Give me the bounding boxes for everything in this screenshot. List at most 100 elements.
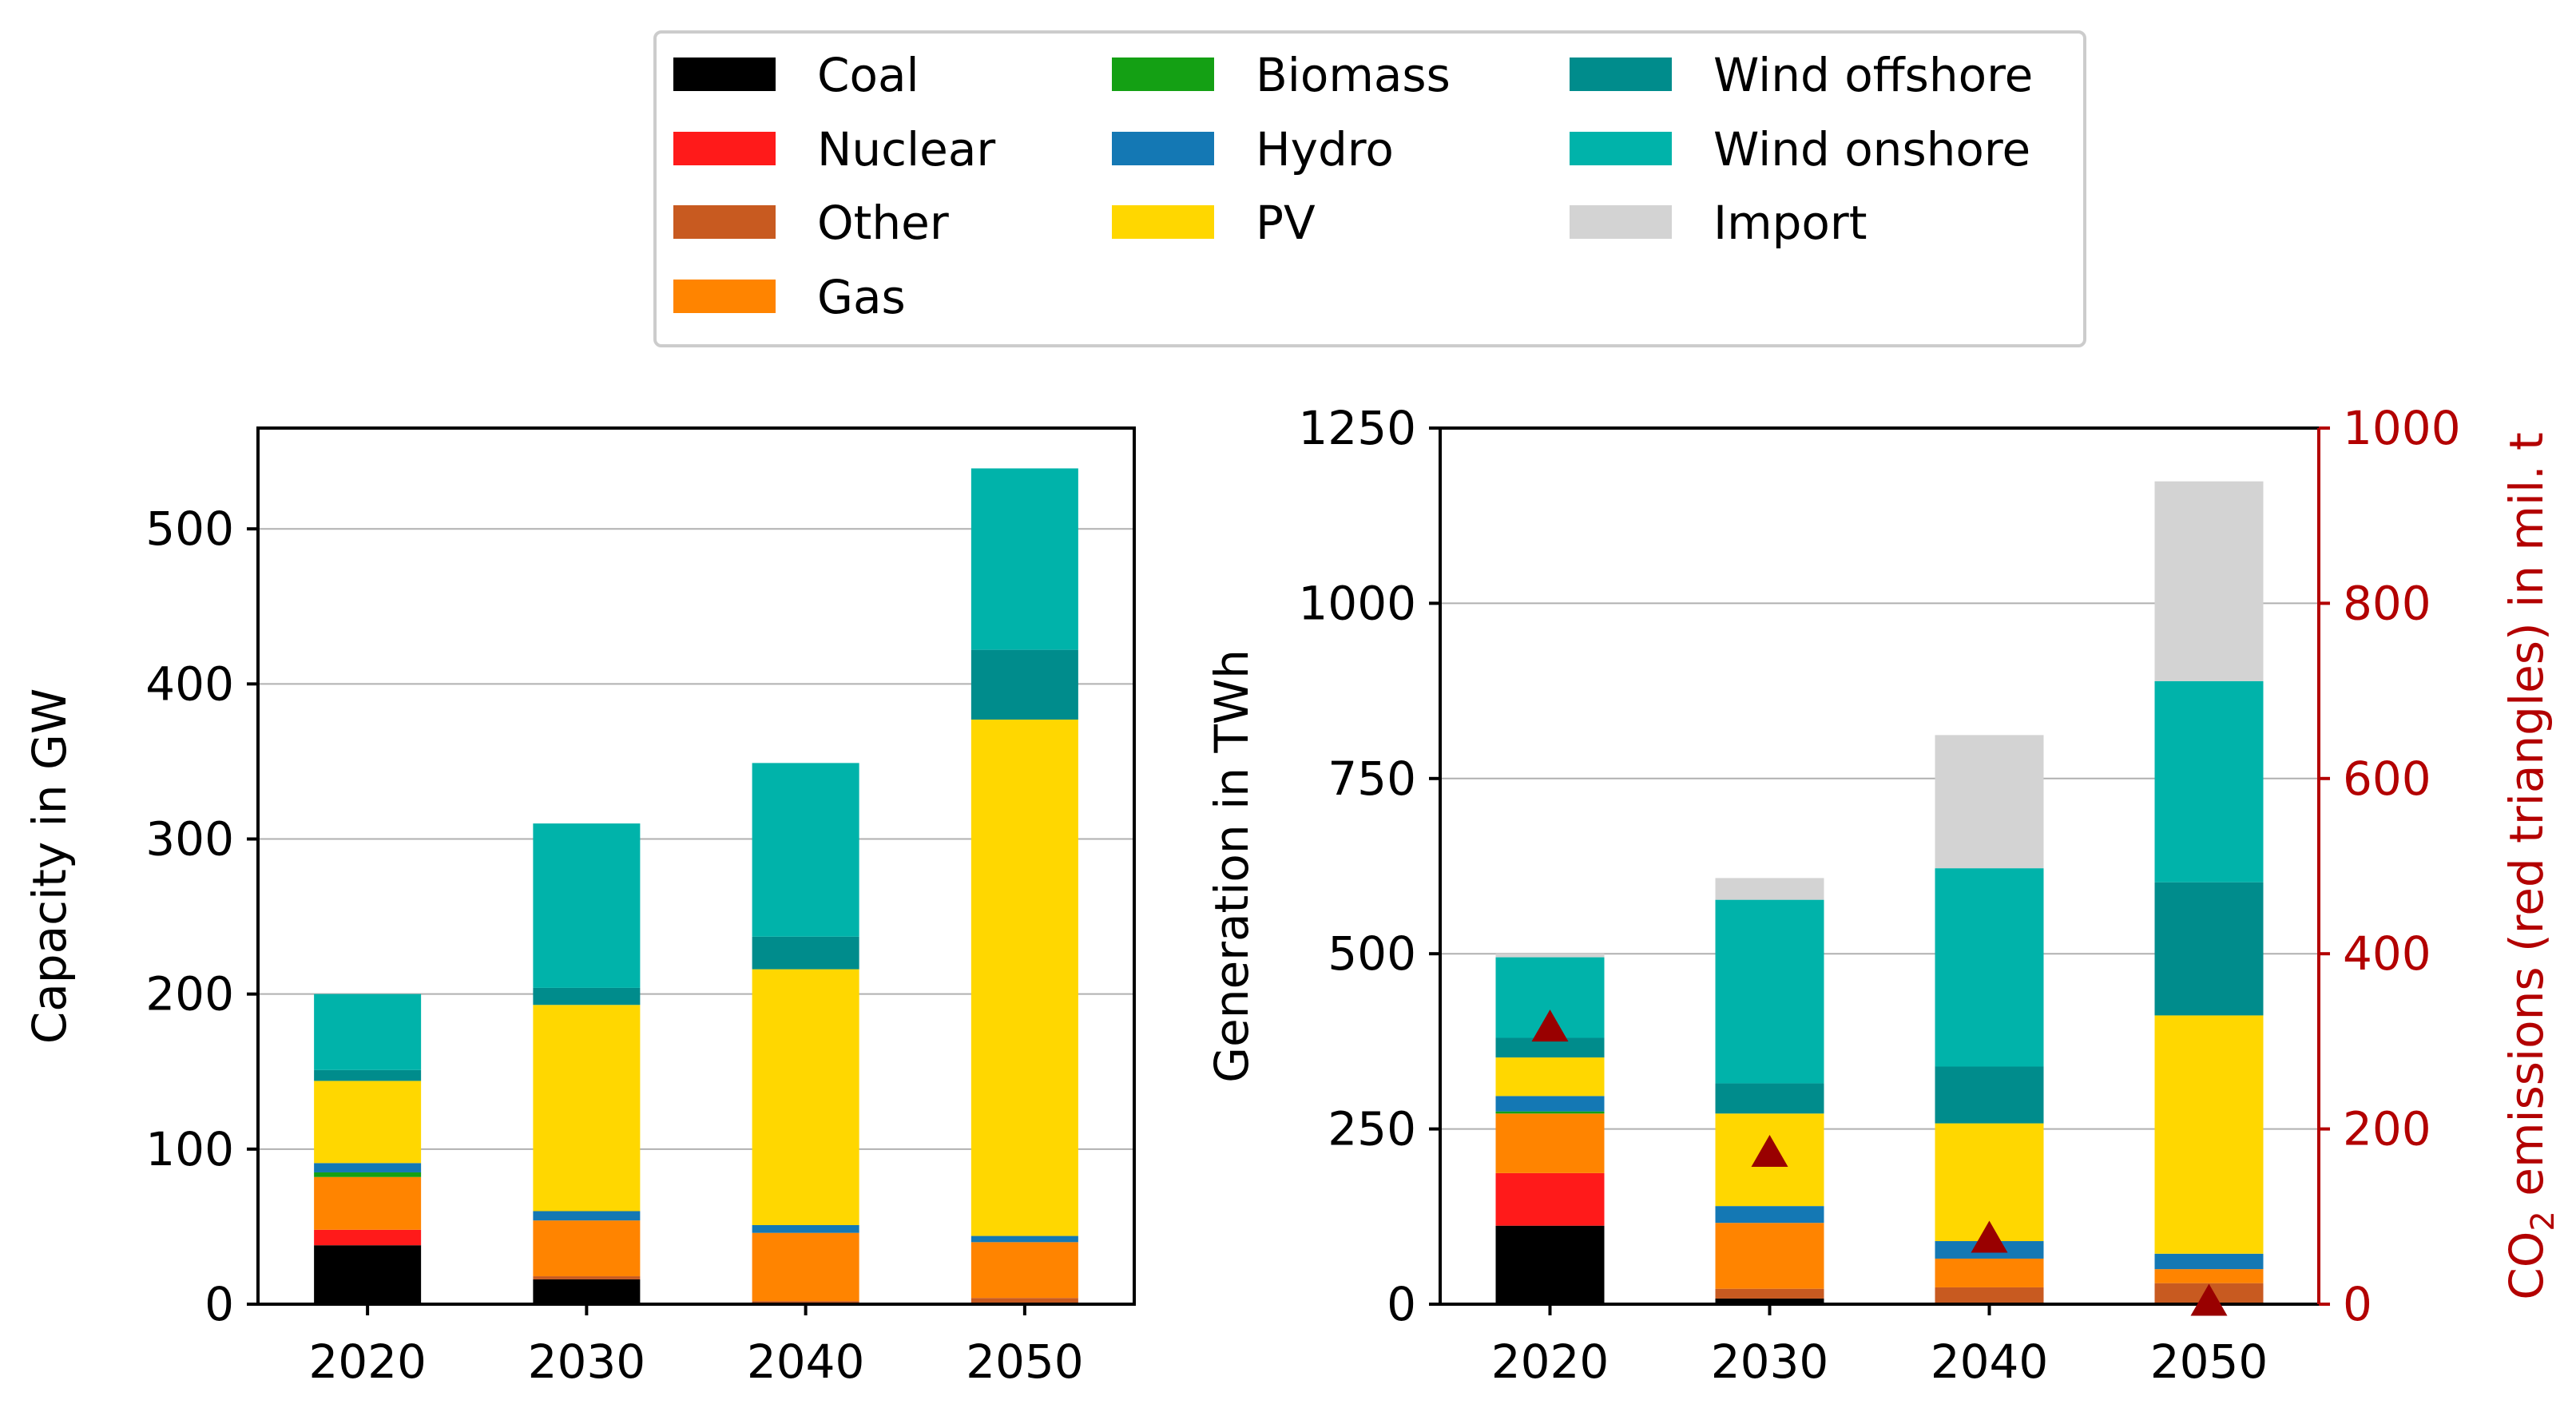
legend-label: Biomass [1256, 48, 1451, 102]
bar-hydro-2050 [2154, 1253, 2264, 1270]
bar-wind-onshore-2030 [1715, 899, 1824, 1084]
plot-frame [256, 426, 1136, 1306]
x-tick-label: 2040 [747, 1335, 865, 1389]
bar-coal-2020 [314, 1245, 422, 1304]
legend-swatch-gas [673, 280, 776, 313]
bar-wind-offshore-2050 [2154, 882, 2264, 1016]
bar-gas-2020 [1495, 1113, 1605, 1173]
legend-label: Gas [817, 270, 906, 324]
bar-coal-2020 [1495, 1225, 1605, 1304]
legend-swatch-hydro [1112, 132, 1214, 165]
y-tick-label: 750 [1328, 752, 1416, 806]
y-axis-label: Capacity in GW [22, 688, 77, 1045]
y-tick-label: 300 [145, 812, 234, 867]
x-tick-label: 2020 [1491, 1335, 1610, 1389]
legend-item-gas: Gas [673, 270, 906, 324]
y-tick-label: 0 [204, 1277, 234, 1331]
co2-marker-2040 [1971, 1220, 2008, 1253]
co2-marker-2020 [1531, 1009, 1569, 1042]
bar-other-2040 [1935, 1287, 2044, 1304]
x-tick-label: 2030 [1711, 1335, 1829, 1389]
bar-other-2050 [970, 1298, 1078, 1304]
legend-item-pv: PV [1112, 196, 1316, 250]
y-tick-label: 500 [1328, 926, 1416, 981]
bar-pv-2050 [2154, 1015, 2264, 1254]
legend-item-coal: Coal [673, 48, 919, 102]
legend-item-biomass: Biomass [1112, 48, 1451, 102]
bar-hydro-2020 [1495, 1096, 1605, 1112]
legend-label: Coal [817, 48, 919, 102]
bar-pv-2020 [1495, 1057, 1605, 1097]
legend-label: Import [1713, 196, 1868, 250]
legend-swatch-coal [673, 58, 776, 91]
secondary-y-tick-label: 0 [2343, 1277, 2372, 1331]
legend-label: PV [1256, 196, 1316, 250]
bar-wind-offshore-2030 [1715, 1083, 1824, 1114]
legend-label: Wind onshore [1713, 122, 2030, 176]
bar-wind-offshore-2020 [314, 1069, 422, 1081]
bar-wind-onshore-2040 [752, 763, 859, 937]
secondary-label-subscript: 2 [2525, 1211, 2562, 1231]
bar-import-2030 [1715, 878, 1824, 900]
bar-pv-2020 [314, 1081, 422, 1164]
capacity-chart: 0 100 200 300 400 500 2020 2030 2040 2050 Capacity… [22, 426, 1136, 1389]
bar-import-2020 [1495, 954, 1605, 958]
bar-gas-2050 [970, 1242, 1078, 1299]
bar-pv-2030 [533, 1005, 641, 1212]
bar-gas-2040 [1935, 1258, 2044, 1287]
bar-wind-onshore-2020 [314, 994, 422, 1070]
bar-gas-2040 [752, 1232, 859, 1302]
secondary-y-tick-label: 800 [2343, 576, 2431, 630]
legend-swatch-import [1570, 205, 1672, 239]
secondary-y-tick-label: 400 [2343, 926, 2431, 981]
bar-wind-offshore-2040 [752, 936, 859, 970]
y-tick-label: 0 [1387, 1277, 1416, 1331]
bar-wind-offshore-2050 [970, 649, 1078, 720]
secondary-y-tick-label: 600 [2343, 752, 2431, 806]
bar-wind-onshore-2050 [2154, 680, 2264, 882]
y-tick-label: 500 [145, 502, 234, 556]
bar-coal-2030 [1715, 1298, 1824, 1304]
bar-wind-offshore-2040 [1935, 1066, 2044, 1124]
legend-item-wind-onshore: Wind onshore [1570, 122, 2030, 176]
generation-chart: 0 250 500 750 1000 1250 2020 2030 2040 2050 Genera… [1205, 401, 2562, 1389]
bar-wind-onshore-2040 [1935, 868, 2044, 1067]
legend: Coal Nuclear Other Gas Biomass Hydro PV Wind of… [653, 30, 2086, 347]
legend-label: Wind offshore [1713, 48, 2033, 102]
bar-gas-2020 [314, 1176, 422, 1230]
legend-frame [653, 30, 2086, 347]
x-tick-label: 2040 [1931, 1335, 2049, 1389]
bar-gas-2050 [2154, 1269, 2264, 1283]
legend-item-nuclear: Nuclear [673, 122, 995, 176]
y-tick-label: 200 [145, 967, 234, 1021]
bar-wind-onshore-2050 [970, 468, 1078, 650]
legend-item-other: Other [673, 196, 949, 250]
legend-swatch-pv [1112, 205, 1214, 239]
x-tick-label: 2050 [2150, 1335, 2268, 1389]
bar-wind-offshore-2030 [533, 987, 641, 1005]
co2-marker-2050 [2190, 1283, 2228, 1316]
legend-label: Hydro [1256, 122, 1394, 176]
legend-label: Other [817, 196, 949, 250]
legend-swatch-wind-offshore [1570, 58, 1672, 91]
bar-import-2040 [1935, 735, 2044, 869]
bar-biomass-2020 [314, 1172, 422, 1177]
secondary-label-prefix: CO [2499, 1232, 2554, 1300]
legend-swatch-wind-onshore [1570, 132, 1672, 165]
co2-marker-2030 [1751, 1135, 1788, 1168]
x-tick-label: 2050 [966, 1335, 1084, 1389]
bar-hydro-2030 [1715, 1206, 1824, 1224]
bar-other-2030 [1715, 1288, 1824, 1299]
y-axis-label: Generation in TWh [1205, 649, 1259, 1083]
bar-hydro-2020 [314, 1163, 422, 1172]
bar-nuclear-2020 [314, 1229, 422, 1246]
legend-swatch-biomass [1112, 58, 1214, 91]
y-tick-label: 1000 [1298, 576, 1416, 630]
y-tick-label: 250 [1328, 1102, 1416, 1156]
secondary-y-axis-label: CO2 emissions (red triangles) in mil. t [2499, 432, 2562, 1299]
bar-wind-onshore-2030 [533, 823, 641, 988]
bar-biomass-2020 [1495, 1111, 1605, 1114]
bar-coal-2030 [533, 1279, 641, 1304]
bar-hydro-2040 [752, 1224, 859, 1233]
